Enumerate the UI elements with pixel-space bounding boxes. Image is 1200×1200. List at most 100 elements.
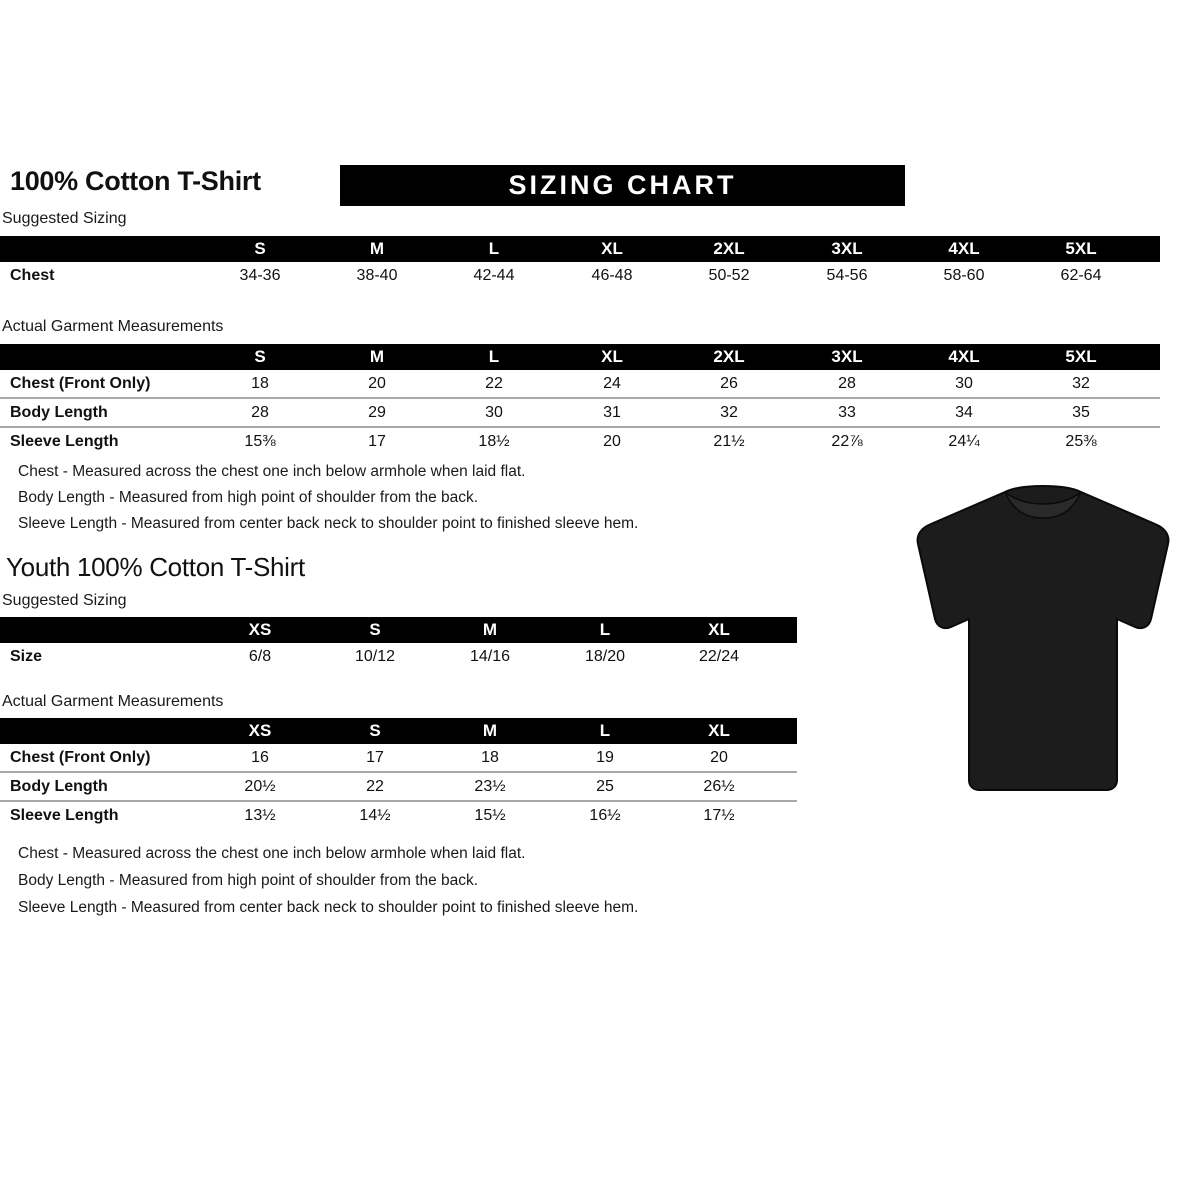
adult-actual-cell: 26 xyxy=(720,375,738,392)
adult-actual-measurements-table: S M L XL 2XL 3XL 4XL 5XL Chest (Front Only) 18 20 2… xyxy=(0,344,1160,455)
youth-actual-cell: 23½ xyxy=(474,778,506,795)
youth-suggested-sizing-table: XS S M L XL Size 6/8 10/12 14/16 18/20 22/24 xyxy=(0,617,797,670)
adult-suggested-sizing-table: S M L XL 2XL 3XL 4XL 5XL Chest 34-36 38-40 42-44 46-… xyxy=(0,236,1160,289)
adult-actual-cell: 20 xyxy=(603,433,621,450)
adult-suggested-cell: 38-40 xyxy=(356,267,398,284)
adult-actual-row-label: Body Length xyxy=(10,404,108,421)
adult-actual-column-header: 5XL xyxy=(1065,347,1097,366)
adult-suggested-row-label: Chest xyxy=(10,267,55,284)
adult-suggested-column-header: 2XL xyxy=(713,239,745,258)
youth-actual-column-header: M xyxy=(482,721,498,740)
adult-actual-cell: 24¼ xyxy=(948,433,980,450)
youth-actual-row-label: Body Length xyxy=(10,778,108,795)
youth-actual-cell: 13½ xyxy=(244,807,276,824)
table-row: Size 6/8 10/12 14/16 18/20 22/24 xyxy=(0,643,797,670)
adult-suggested-cell: 42-44 xyxy=(473,267,515,284)
table-row: Chest (Front Only) 16 17 18 19 20 xyxy=(0,744,797,771)
youth-suggested-row-label: Size xyxy=(10,648,43,665)
youth-actual-cell: 16½ xyxy=(589,807,621,824)
adult-actual-row-label: Sleeve Length xyxy=(10,433,119,450)
youth-actual-cell: 26½ xyxy=(703,778,735,795)
adult-suggested-sizing-label: Suggested Sizing xyxy=(2,210,127,227)
youth-actual-cell: 17 xyxy=(366,749,384,766)
adult-actual-cell: 32 xyxy=(1072,375,1090,392)
adult-actual-row-label: Chest (Front Only) xyxy=(10,375,151,392)
table-row: Body Length 28 29 30 31 32 33 34 35 xyxy=(0,397,1160,426)
youth-actual-cell: 17½ xyxy=(703,807,735,824)
youth-actual-cell: 15½ xyxy=(474,807,506,824)
tshirt-illustration xyxy=(893,480,1193,800)
youth-suggested-header-bar: XS S M L XL xyxy=(0,617,797,643)
youth-section-title: Youth 100% Cotton T-Shirt xyxy=(6,552,305,582)
adult-actual-cell: 35 xyxy=(1072,404,1090,421)
youth-actual-row-label: Chest (Front Only) xyxy=(10,749,151,766)
adult-actual-column-header: 4XL xyxy=(948,347,980,366)
youth-actual-measurements-label: Actual Garment Measurements xyxy=(2,693,224,710)
youth-actual-measurements-table: XS S M L XL Chest (Front Only) 16 17 18 19 20 Body … xyxy=(0,718,797,829)
youth-suggested-sizing-label: Suggested Sizing xyxy=(2,592,127,609)
adult-actual-column-header: 2XL xyxy=(713,347,745,366)
adult-actual-cell: 30 xyxy=(485,404,503,421)
adult-actual-cell: 31 xyxy=(603,404,621,421)
youth-actual-cell: 14½ xyxy=(359,807,391,824)
youth-suggested-cell: 18/20 xyxy=(584,648,626,665)
adult-suggested-header-bar: S M L XL 2XL 3XL 4XL 5XL xyxy=(0,236,1160,262)
adult-actual-cell: 22⅞ xyxy=(831,433,863,450)
youth-actual-column-header: XL xyxy=(708,721,730,740)
youth-actual-cell: 18 xyxy=(481,749,499,766)
adult-actual-cell: 33 xyxy=(838,404,856,421)
youth-suggested-cell: 6/8 xyxy=(248,648,272,665)
adult-actual-column-header: S xyxy=(254,347,266,366)
tshirt-icon xyxy=(916,484,1170,791)
adult-suggested-column-header: L xyxy=(488,239,500,258)
adult-actual-cell: 15⅜ xyxy=(244,433,276,450)
adult-actual-cell: 28 xyxy=(838,375,856,392)
adult-actual-cell: 32 xyxy=(720,404,738,421)
youth-actual-column-header: L xyxy=(599,721,611,740)
youth-suggested-cell: 22/24 xyxy=(698,648,740,665)
youth-note-chest: Chest - Measured across the chest one in… xyxy=(18,845,526,862)
adult-actual-cell: 21½ xyxy=(713,433,745,450)
page-title: 100% Cotton T-Shirt xyxy=(10,166,261,196)
youth-suggested-column-header: XS xyxy=(248,620,272,639)
adult-actual-column-header: L xyxy=(488,347,500,366)
banner-title: SIZING CHART xyxy=(508,170,737,200)
youth-suggested-column-header: L xyxy=(599,620,611,639)
table-row: Sleeve Length 13½ 14½ 15½ 16½ 17½ xyxy=(0,800,797,829)
adult-suggested-cell: 62-64 xyxy=(1060,267,1102,284)
youth-actual-column-header: S xyxy=(369,721,381,740)
adult-suggested-cell: 34-36 xyxy=(239,267,281,284)
youth-suggested-column-header: M xyxy=(482,620,498,639)
adult-actual-cell: 18½ xyxy=(478,433,510,450)
youth-actual-cell: 19 xyxy=(596,749,614,766)
sizing-chart-banner: SIZING CHART xyxy=(340,165,905,206)
adult-suggested-cell: 46-48 xyxy=(591,267,633,284)
adult-actual-cell: 28 xyxy=(251,404,269,421)
adult-note-sleeve-length: Sleeve Length - Measured from center bac… xyxy=(18,515,639,532)
adult-actual-cell: 30 xyxy=(955,375,973,392)
adult-actual-cell: 18 xyxy=(251,375,269,392)
adult-actual-cell: 25⅜ xyxy=(1065,433,1097,450)
adult-suggested-cell: 58-60 xyxy=(943,267,985,284)
chart-header: 100% Cotton T-Shirt SIZING CHART xyxy=(0,162,1160,210)
adult-suggested-cell: 50-52 xyxy=(708,267,750,284)
youth-actual-cell: 22 xyxy=(366,778,384,795)
table-row: Chest (Front Only) 18 20 22 24 26 28 30 32 xyxy=(0,370,1160,397)
adult-suggested-column-header: 3XL xyxy=(831,239,863,258)
adult-actual-cell: 29 xyxy=(368,404,386,421)
table-row: Chest 34-36 38-40 42-44 46-48 50-52 54-56 58-60… xyxy=(0,262,1160,289)
adult-suggested-column-header: M xyxy=(369,239,385,258)
adult-suggested-column-header: XL xyxy=(601,239,623,258)
adult-actual-cell: 20 xyxy=(368,375,386,392)
adult-actual-column-header: M xyxy=(369,347,385,366)
adult-actual-measurements-label: Actual Garment Measurements xyxy=(2,318,224,335)
adult-actual-cell: 34 xyxy=(955,404,973,421)
adult-actual-column-header: XL xyxy=(601,347,623,366)
adult-suggested-column-header: 4XL xyxy=(948,239,980,258)
adult-suggested-cell: 54-56 xyxy=(826,267,868,284)
youth-actual-row-label: Sleeve Length xyxy=(10,807,119,824)
table-row: Sleeve Length 15⅜ 17 18½ 20 21½ 22⅞ 24¼ 25⅜ xyxy=(0,426,1160,455)
adult-actual-cell: 24 xyxy=(603,375,621,392)
youth-suggested-cell: 10/12 xyxy=(354,648,396,665)
